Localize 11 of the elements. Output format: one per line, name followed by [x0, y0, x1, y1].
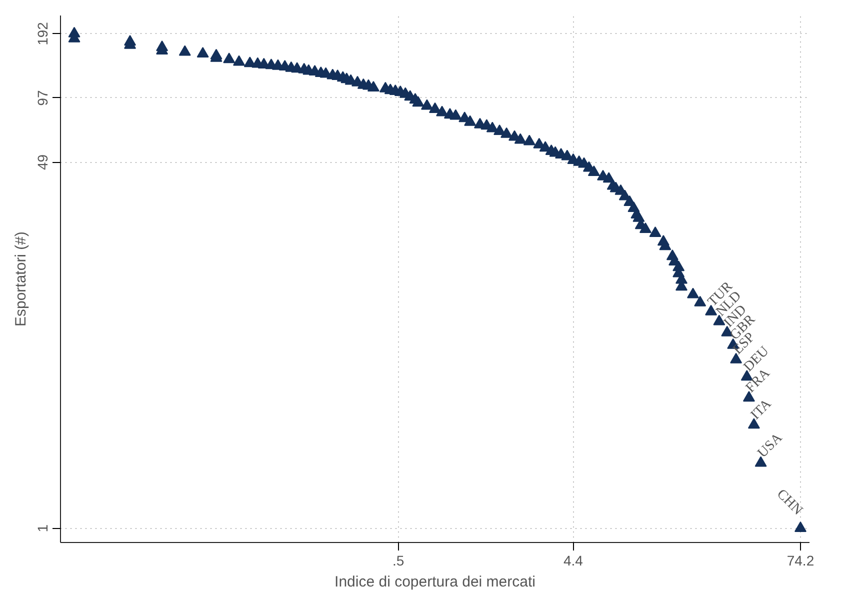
x-axis-title: Indice di copertura dei mercati [334, 574, 536, 590]
x-tick-label: .5 [392, 552, 404, 568]
y-tick-label: 192 [34, 22, 50, 46]
y-tick-label: 49 [34, 154, 50, 170]
x-tick-label: 4.4 [564, 552, 584, 568]
annotation: USA [755, 430, 786, 462]
y-tick-label: 97 [34, 90, 50, 106]
x-tick-label: 74.2 [786, 552, 814, 568]
annotation: ITA [748, 396, 776, 423]
y-tick-label: 1 [34, 524, 50, 532]
y-axis-title: Esportatori (#) [12, 231, 30, 327]
